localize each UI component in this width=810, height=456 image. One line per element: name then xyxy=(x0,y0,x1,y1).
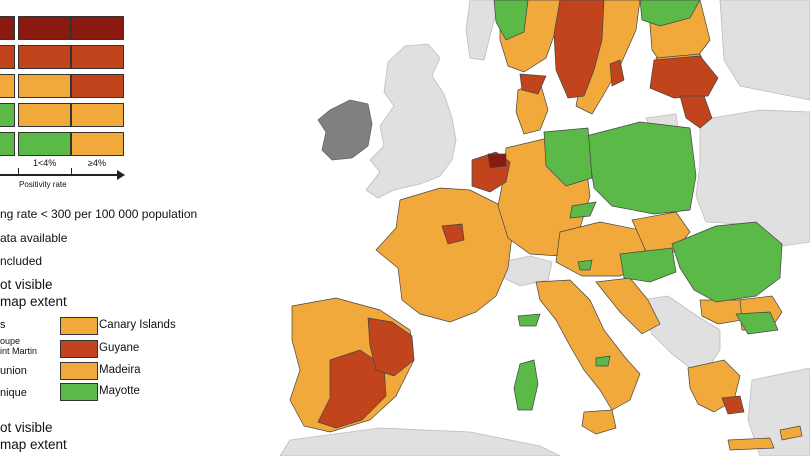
not-visible-1-line2: map extent xyxy=(0,294,67,309)
label-guyane: Guyane xyxy=(99,342,140,354)
legend-grid-cell xyxy=(18,103,71,127)
label-mayotte: Mayotte xyxy=(99,385,140,397)
legend-grid-cell xyxy=(18,74,71,98)
legend-grid-cell xyxy=(0,132,15,156)
outermost-left-4: union xyxy=(0,365,27,377)
legend-grid-cell xyxy=(18,132,71,156)
outermost-left-1: s xyxy=(0,319,6,331)
tick-label-high: ≥4% xyxy=(88,158,106,168)
label-madeira: Madeira xyxy=(99,364,141,376)
not-visible-1-line1: ot visible xyxy=(0,277,53,292)
positivity-axis-arrow xyxy=(0,170,125,180)
legend-grid-cell xyxy=(0,103,15,127)
axis-label: Positivity rate xyxy=(19,180,67,189)
legend-grid-cell xyxy=(0,45,15,69)
legend-grid-cell xyxy=(18,45,71,69)
legend-grid-cell xyxy=(0,74,15,98)
outermost-left-3: int Martin xyxy=(0,346,38,356)
testing-rate-note: ng rate < 300 per 100 000 population xyxy=(0,207,198,221)
ireland-not-included xyxy=(317,99,373,161)
legend-grid-cell xyxy=(71,74,124,98)
axis-tick-1 xyxy=(18,168,19,174)
legend-grid-cell xyxy=(71,45,124,69)
not-visible-2-line2: map extent xyxy=(0,437,67,452)
legend-grid-cell xyxy=(71,16,124,40)
no-data-label: ata available xyxy=(0,231,68,245)
swatch-mayotte xyxy=(60,383,98,401)
legend-grid-cell xyxy=(71,103,124,127)
label-canary-islands: Canary Islands xyxy=(99,319,176,331)
regions-dark-red xyxy=(487,153,507,169)
regions-red xyxy=(317,0,745,429)
legend-grid-cell xyxy=(18,16,71,40)
regions-green xyxy=(493,0,783,411)
axis-tick-2 xyxy=(71,168,72,174)
swatch-madeira xyxy=(60,362,98,380)
outermost-left-2: oupe xyxy=(0,336,21,346)
legend-grid-cell xyxy=(71,132,124,156)
legend-grid-cell xyxy=(0,16,15,40)
not-visible-heading-2: ot visible map extent xyxy=(0,419,67,453)
tick-label-low: 1<4% xyxy=(33,158,57,168)
swatch-guyane xyxy=(60,340,98,358)
outermost-left-5: nique xyxy=(0,387,27,399)
not-included-label: ncluded xyxy=(0,254,43,268)
swatch-canary-islands xyxy=(60,317,98,335)
not-visible-2-line1: ot visible xyxy=(0,420,53,435)
not-visible-heading-1: ot visible map extent xyxy=(0,276,67,310)
